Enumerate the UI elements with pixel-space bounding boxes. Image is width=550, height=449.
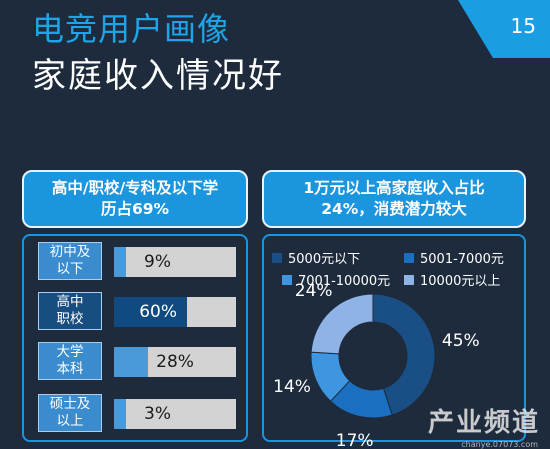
education-value-label: 28% bbox=[156, 352, 194, 372]
education-bar-track: 60% bbox=[114, 297, 236, 327]
donut-slice bbox=[372, 293, 436, 416]
legend-swatch bbox=[404, 274, 414, 285]
education-bar bbox=[114, 297, 188, 327]
page-number: 15 bbox=[510, 14, 536, 38]
education-row: 大学 本科 28% bbox=[38, 342, 238, 380]
donut-slice bbox=[310, 293, 374, 355]
education-category-label: 大学 本科 bbox=[38, 342, 102, 380]
category-text-line: 以下 bbox=[56, 261, 84, 277]
legend-swatch bbox=[282, 274, 292, 285]
education-row: 初中及 以下 9% bbox=[38, 242, 238, 280]
legend-swatch bbox=[272, 252, 282, 263]
education-bar-track: 28% bbox=[114, 347, 236, 377]
category-text-line: 初中及 bbox=[49, 244, 91, 260]
income-donut-chart: 5000元以下 5001-7000元 7001-10000元 10000元以上 45% 1… bbox=[262, 234, 526, 449]
watermark-logo: 产业频道 bbox=[427, 408, 540, 438]
education-bar bbox=[114, 399, 126, 429]
legend-item: 10000元以上 bbox=[404, 270, 500, 289]
legend-item: 5000元以下 bbox=[272, 248, 360, 267]
income-header-line-1: 1万元以上高家庭收入占比 bbox=[303, 179, 485, 198]
category-text-line: 本科 bbox=[56, 361, 84, 377]
education-bar-track: 3% bbox=[114, 399, 236, 429]
legend-label: 5001-7000元 bbox=[420, 252, 504, 267]
education-value-label: 9% bbox=[144, 252, 171, 272]
education-header-line-1: 高中/职校/专科及以下学 bbox=[51, 179, 219, 198]
legend-item: 5001-7000元 bbox=[404, 248, 504, 267]
legend-item: 7001-10000元 bbox=[282, 270, 390, 289]
category-text-line: 职校 bbox=[56, 311, 84, 327]
education-category-label: 硕士及 以上 bbox=[38, 394, 102, 432]
education-bar-chart: 初中及 以下 9% 高中 职校 60% 大学 本科 28% 硕士及 以上 3% bbox=[22, 234, 248, 442]
legend-label: 7001-10000元 bbox=[298, 274, 391, 289]
donut-value-label: 17% bbox=[335, 430, 374, 449]
page-corner-tab bbox=[458, 0, 550, 58]
education-category-label: 高中 职校 bbox=[38, 292, 102, 330]
title-line-1: 电竞用户画像 bbox=[32, 10, 231, 48]
education-bar-track: 9% bbox=[114, 247, 236, 277]
education-bar bbox=[114, 247, 126, 277]
donut-value-label: 14% bbox=[273, 377, 311, 398]
legend-label: 10000元以上 bbox=[420, 274, 501, 289]
education-panel-header: 高中/职校/专科及以下学 历占69% bbox=[22, 170, 248, 228]
education-row: 硕士及 以上 3% bbox=[38, 394, 238, 432]
watermark-url: chanye.07073.com bbox=[461, 440, 538, 449]
education-category-text: 高中 职校 bbox=[57, 294, 84, 328]
education-value-label: 60% bbox=[139, 302, 177, 322]
education-category-text: 大学 本科 bbox=[57, 344, 84, 378]
education-value-label: 3% bbox=[144, 404, 171, 424]
donut-value-label: 45% bbox=[441, 331, 480, 352]
education-category-text: 硕士及 以上 bbox=[50, 396, 91, 430]
legend-swatch bbox=[404, 252, 414, 263]
category-text-line: 高中 bbox=[56, 294, 84, 310]
category-text-line: 硕士及 bbox=[49, 396, 91, 412]
legend-label: 5000元以下 bbox=[288, 252, 361, 267]
education-category-label: 初中及 以下 bbox=[38, 242, 102, 280]
education-category-text: 初中及 以下 bbox=[50, 244, 91, 278]
category-text-line: 大学 bbox=[56, 344, 84, 360]
education-bar bbox=[114, 347, 149, 377]
income-panel-header: 1万元以上高家庭收入占比 24%，消费潜力较大 bbox=[262, 170, 526, 228]
education-header-line-2: 历占69% bbox=[100, 200, 170, 218]
category-text-line: 以上 bbox=[56, 413, 84, 429]
title-line-2: 家庭收入情况好 bbox=[32, 56, 284, 96]
donut-value-label: 24% bbox=[294, 280, 333, 301]
income-header-line-2: 24%，消费潜力较大 bbox=[321, 200, 467, 218]
education-row: 高中 职校 60% bbox=[38, 292, 238, 330]
donut-svg bbox=[310, 293, 436, 419]
